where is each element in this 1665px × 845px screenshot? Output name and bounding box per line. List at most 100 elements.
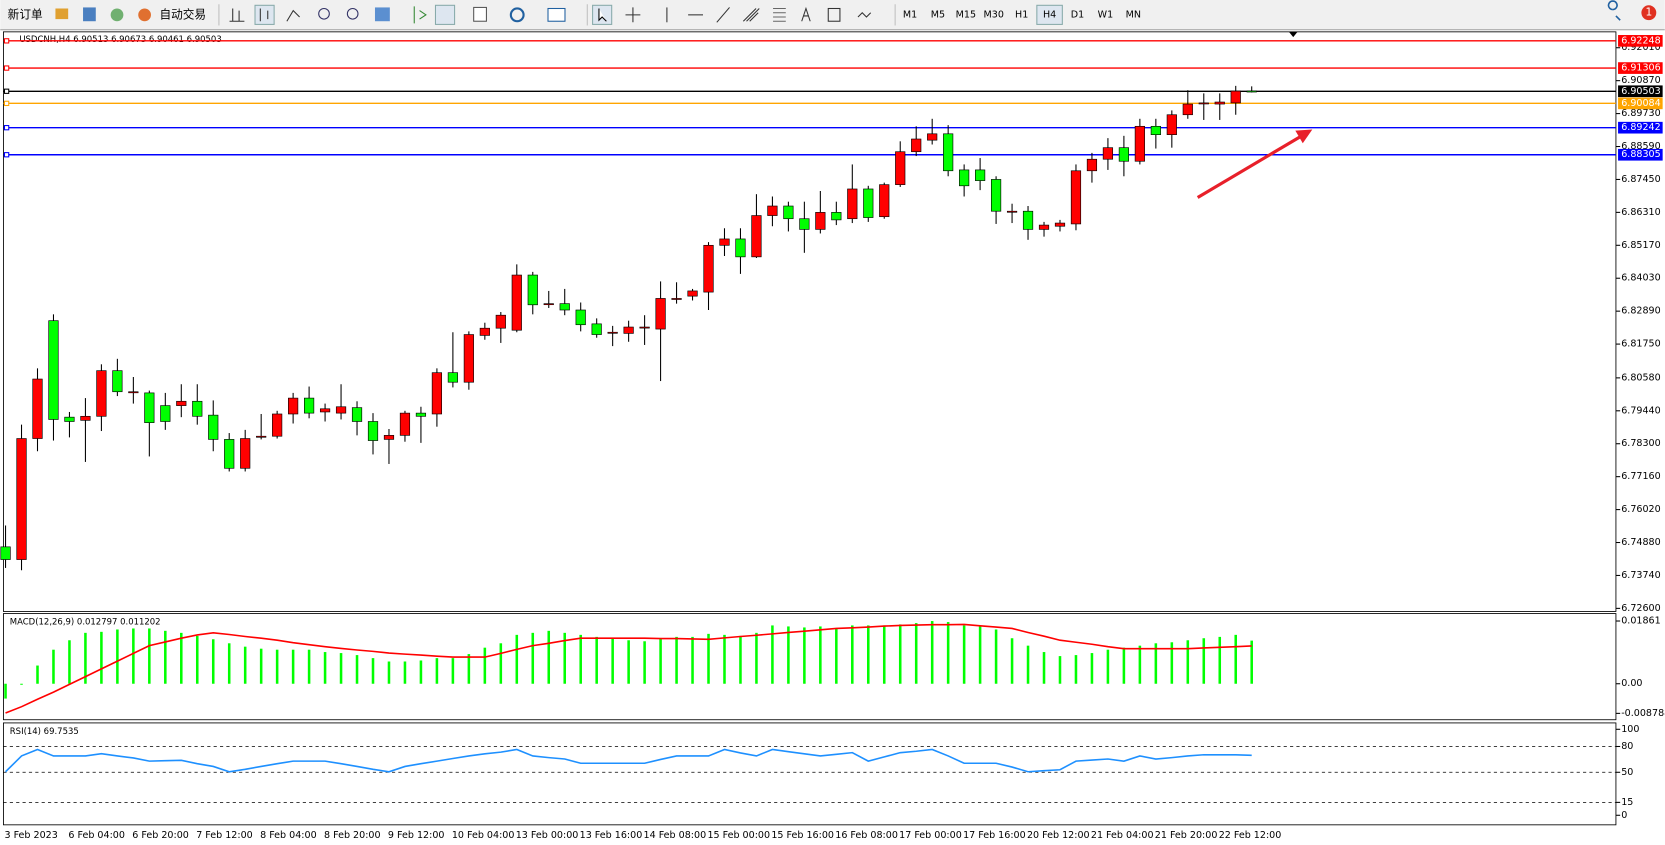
candle-body [319,408,331,413]
crosshair-icon[interactable] [625,7,641,23]
indicators-icon[interactable] [473,6,487,22]
candle-body [447,372,458,383]
timeframe-button[interactable]: D1 [1071,9,1084,20]
candle-icon[interactable] [254,4,275,25]
macd-bar [387,661,391,684]
y-tick-label: 6.92010 [1621,42,1660,53]
candle-body [288,397,299,415]
icon[interactable] [83,7,96,22]
cursor-arrow [598,8,607,22]
macd-bar [898,624,902,684]
timeframe-bar: M1 M5 M15 M30 H1 H4 D1 W1 MN [903,4,1141,25]
icon[interactable] [110,8,124,22]
macd-bar [1250,640,1253,684]
candle-body [655,298,666,330]
candle-body [96,370,107,417]
auto-trading-button[interactable]: 自动交易 [159,7,206,21]
icon[interactable] [55,8,69,20]
macd-bar [563,632,566,684]
arrows-icon[interactable] [857,11,872,18]
y-tick-label: 6.85170 [1621,240,1660,251]
y-tick-label: 6.78300 [1621,438,1660,449]
zoom-in-icon[interactable] [318,7,330,20]
timeframe-button[interactable]: M1 [903,9,917,20]
level-label-bg [1618,121,1663,134]
new-order-button[interactable]: 新订单 [8,7,43,21]
macd-bar [1218,636,1222,684]
candle-body [192,400,203,417]
level-handle [3,125,10,131]
macd-bar [851,625,854,684]
candle-body [1198,102,1209,105]
candle-body [735,238,746,258]
y-tick-label: 50 [1621,767,1633,778]
timeframe-button[interactable]: W1 [1098,9,1114,20]
candle-body [1230,90,1241,104]
candle-body [623,326,634,334]
macd-bar [547,630,551,684]
periods-icon[interactable] [509,7,525,23]
candle-body [1022,210,1034,230]
autoscroll-icon[interactable] [413,6,427,24]
timeframe-button[interactable]: MN [1126,9,1141,20]
trendline-icon[interactable] [716,7,730,23]
macd-bar [307,649,311,684]
macd-bar [1042,652,1046,684]
timeframe-button[interactable]: M30 [984,9,1004,20]
macd-bar [371,658,375,684]
x-tick-label: 13 Feb 16:00 [580,830,643,841]
macd-bar [243,646,247,684]
timeframe-button[interactable]: M15 [956,9,976,20]
candle-body [351,407,363,422]
candle-body [1246,90,1257,93]
line-chart-icon[interactable] [286,9,300,22]
x-tick-label: 16 Feb 08:00 [835,830,898,841]
candle-body [767,205,778,216]
macd-bar [195,635,199,684]
y-tick-label: 6.87450 [1621,174,1660,185]
macd-bar [339,653,343,684]
candle-body [975,169,986,181]
y-tick-label: 6.80580 [1621,372,1660,383]
macd-bar [483,647,487,684]
candle-body [0,546,11,560]
candle-body [799,218,810,230]
zoom-out-icon[interactable] [346,7,359,20]
candle-body [160,405,171,422]
timeframe-button[interactable]: H1 [1015,9,1028,20]
text-icon[interactable] [801,6,811,22]
candle-body [48,320,59,420]
timeframe-button[interactable]: M5 [931,9,945,20]
macd-bar [755,632,758,684]
level-label-bg [1618,148,1663,161]
search-icon[interactable] [1607,0,1621,21]
icon[interactable] [138,8,151,22]
channel-icon[interactable] [742,8,760,22]
candle-body [463,334,474,383]
y-tick-label: 6.74880 [1621,537,1660,548]
macd-bar [659,638,662,684]
candle-body [527,274,538,306]
macd-bar [1010,638,1014,684]
y-tick-label: 100 [1621,724,1639,735]
macd-bar [914,623,918,684]
candle-body [208,414,219,440]
candle-body [367,421,379,441]
label-icon[interactable] [827,7,841,22]
macd-bar [675,636,678,684]
candle-body [1134,125,1145,162]
notification-badge[interactable] [1641,5,1657,21]
timeframe-button[interactable]: H4 [1043,9,1056,20]
plot-layer: 6.92010 6.90870 6.89730 6.88590 6.87450 6.863… [0,35,1665,841]
candle-body [224,439,235,469]
x-tick-label: 9 Feb 12:00 [388,830,445,841]
shift-icon[interactable] [434,4,456,25]
macd-bar [259,648,263,684]
macd-title: MACD(12,26,9) 0.012797 0.011202 [10,618,161,628]
macd-bar [451,658,455,684]
bar-chart-icon[interactable] [229,8,245,22]
tile-icon[interactable] [374,7,390,22]
templates-icon[interactable] [547,7,566,22]
fibo-icon[interactable] [773,7,786,22]
